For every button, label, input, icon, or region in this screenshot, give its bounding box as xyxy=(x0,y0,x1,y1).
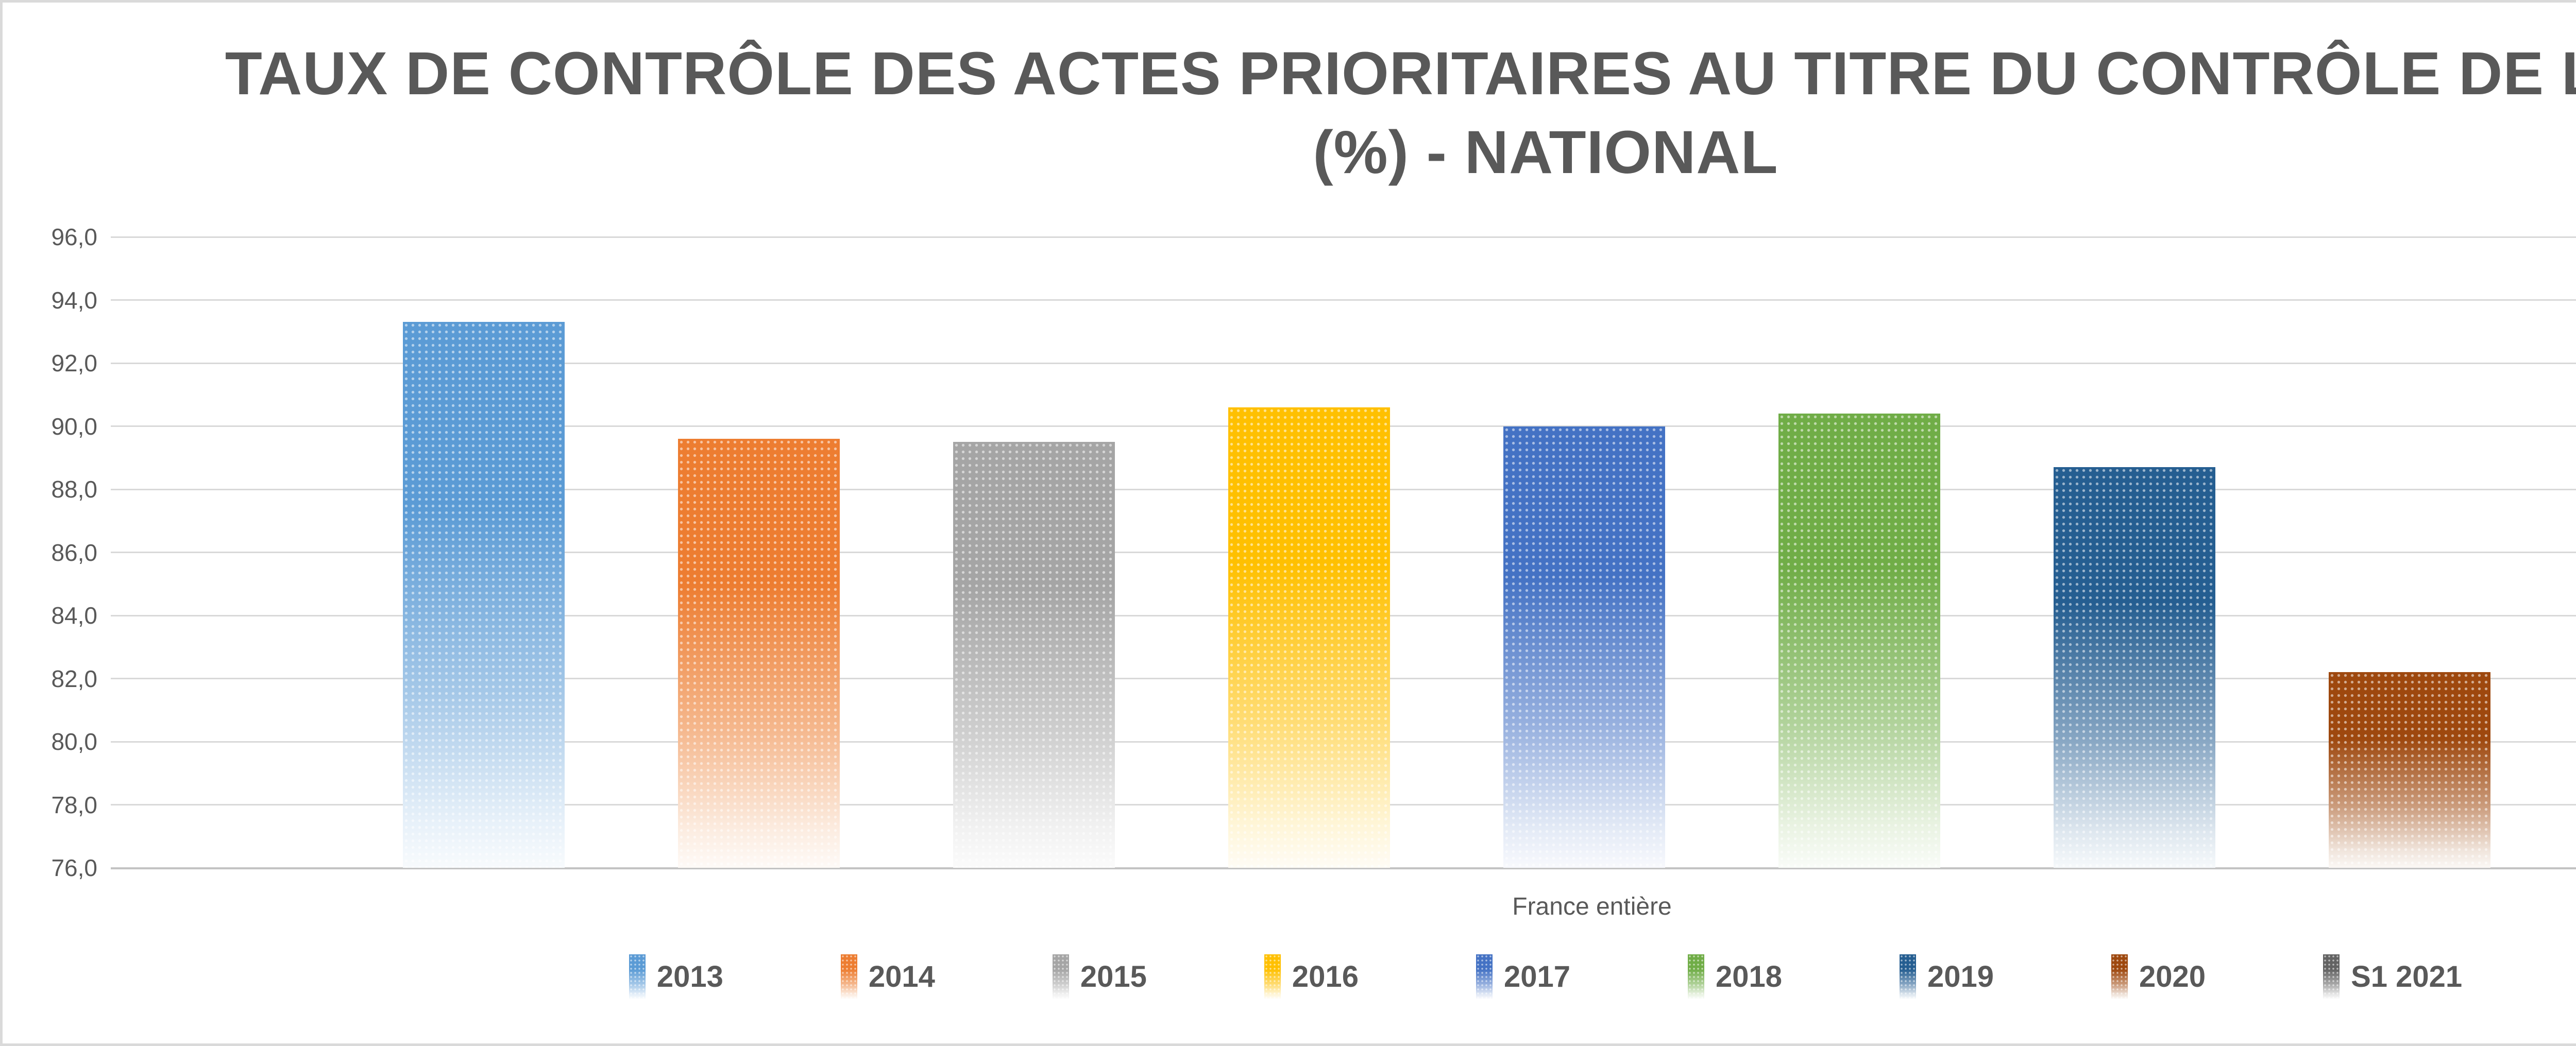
chart-title: TAUX DE CONTRÔLE DES ACTES PRIORITAIRES … xyxy=(3,35,2576,193)
legend-label: 2016 xyxy=(1292,959,1359,993)
bar-2018 xyxy=(1778,414,1940,868)
legend-swatch-2017 xyxy=(1476,954,1493,999)
legend-swatch-2015 xyxy=(1052,954,1069,999)
legend-item-2013: 2013 xyxy=(629,954,723,999)
gridline-94 xyxy=(111,299,2576,301)
legend-swatch-2016 xyxy=(1264,954,1281,999)
legend-label: 2018 xyxy=(1715,959,1783,993)
y-axis-tick-label: 92,0 xyxy=(51,350,97,376)
x-axis-category-label: France entière xyxy=(1512,893,1672,920)
gridline-96 xyxy=(111,236,2576,238)
legend-label: 2013 xyxy=(656,959,723,993)
legend-swatch-2019 xyxy=(1900,954,1917,999)
legend-label: 2019 xyxy=(1927,959,1994,993)
y-axis-tick-label: 82,0 xyxy=(51,665,97,692)
chart-title-line2: (%) - NATIONAL xyxy=(1313,118,1778,187)
legend-item-2014: 2014 xyxy=(840,954,935,999)
legend-item-2015: 2015 xyxy=(1052,954,1147,999)
y-axis-tick-label: 94,0 xyxy=(51,286,97,314)
y-axis-tick-label: 86,0 xyxy=(51,539,97,566)
y-axis-tick-label: 80,0 xyxy=(51,728,97,755)
plot-area: France entière 96,0 94,0 92,0 90,0 88,0 86,0 8… xyxy=(3,3,2576,1043)
y-axis-tick-label: 90,0 xyxy=(51,413,97,440)
gridline-92 xyxy=(111,362,2576,364)
chart-title-line1: TAUX DE CONTRÔLE DES ACTES PRIORITAIRES … xyxy=(225,40,2576,108)
gridline-76 xyxy=(111,867,2576,869)
y-axis-tick-label: 76,0 xyxy=(51,854,97,881)
y-axis-tick-label: 84,0 xyxy=(51,602,97,629)
bar-2013 xyxy=(403,322,565,868)
bar-2019 xyxy=(2054,467,2215,868)
legend-swatch-2014 xyxy=(840,954,857,999)
legend-label: 2015 xyxy=(1080,959,1147,993)
legend-item-2018: 2018 xyxy=(1687,954,1783,999)
bar-2014 xyxy=(678,439,840,868)
bar-2020 xyxy=(2329,672,2490,868)
legend-item-s1-2021: S1 2021 xyxy=(2323,954,2462,999)
y-axis-tick-label: 96,0 xyxy=(51,224,97,250)
legend-label: S1 2021 xyxy=(2351,959,2463,993)
bar-2017 xyxy=(1503,426,1665,868)
legend-swatch-2018 xyxy=(1687,954,1704,999)
bar-2016 xyxy=(1228,407,1390,868)
legend: 2013 2014 2015 2016 2017 2018 2019 2020 S1 2021 xyxy=(3,954,2576,999)
legend-label: 2014 xyxy=(868,959,935,993)
bar-2015 xyxy=(953,442,1115,868)
legend-item-2019: 2019 xyxy=(1900,954,1994,999)
legend-item-2017: 2017 xyxy=(1476,954,1570,999)
legend-label: 2020 xyxy=(2139,959,2206,993)
legend-item-2020: 2020 xyxy=(2111,954,2206,999)
y-axis-tick-label: 88,0 xyxy=(51,476,97,503)
legend-swatch-s1-2021 xyxy=(2323,954,2340,999)
legend-label: 2017 xyxy=(1503,959,1570,993)
legend-item-2016: 2016 xyxy=(1264,954,1359,999)
legend-swatch-2020 xyxy=(2111,954,2128,999)
y-axis-tick-label: 78,0 xyxy=(51,791,97,818)
legend-swatch-2013 xyxy=(629,954,646,999)
